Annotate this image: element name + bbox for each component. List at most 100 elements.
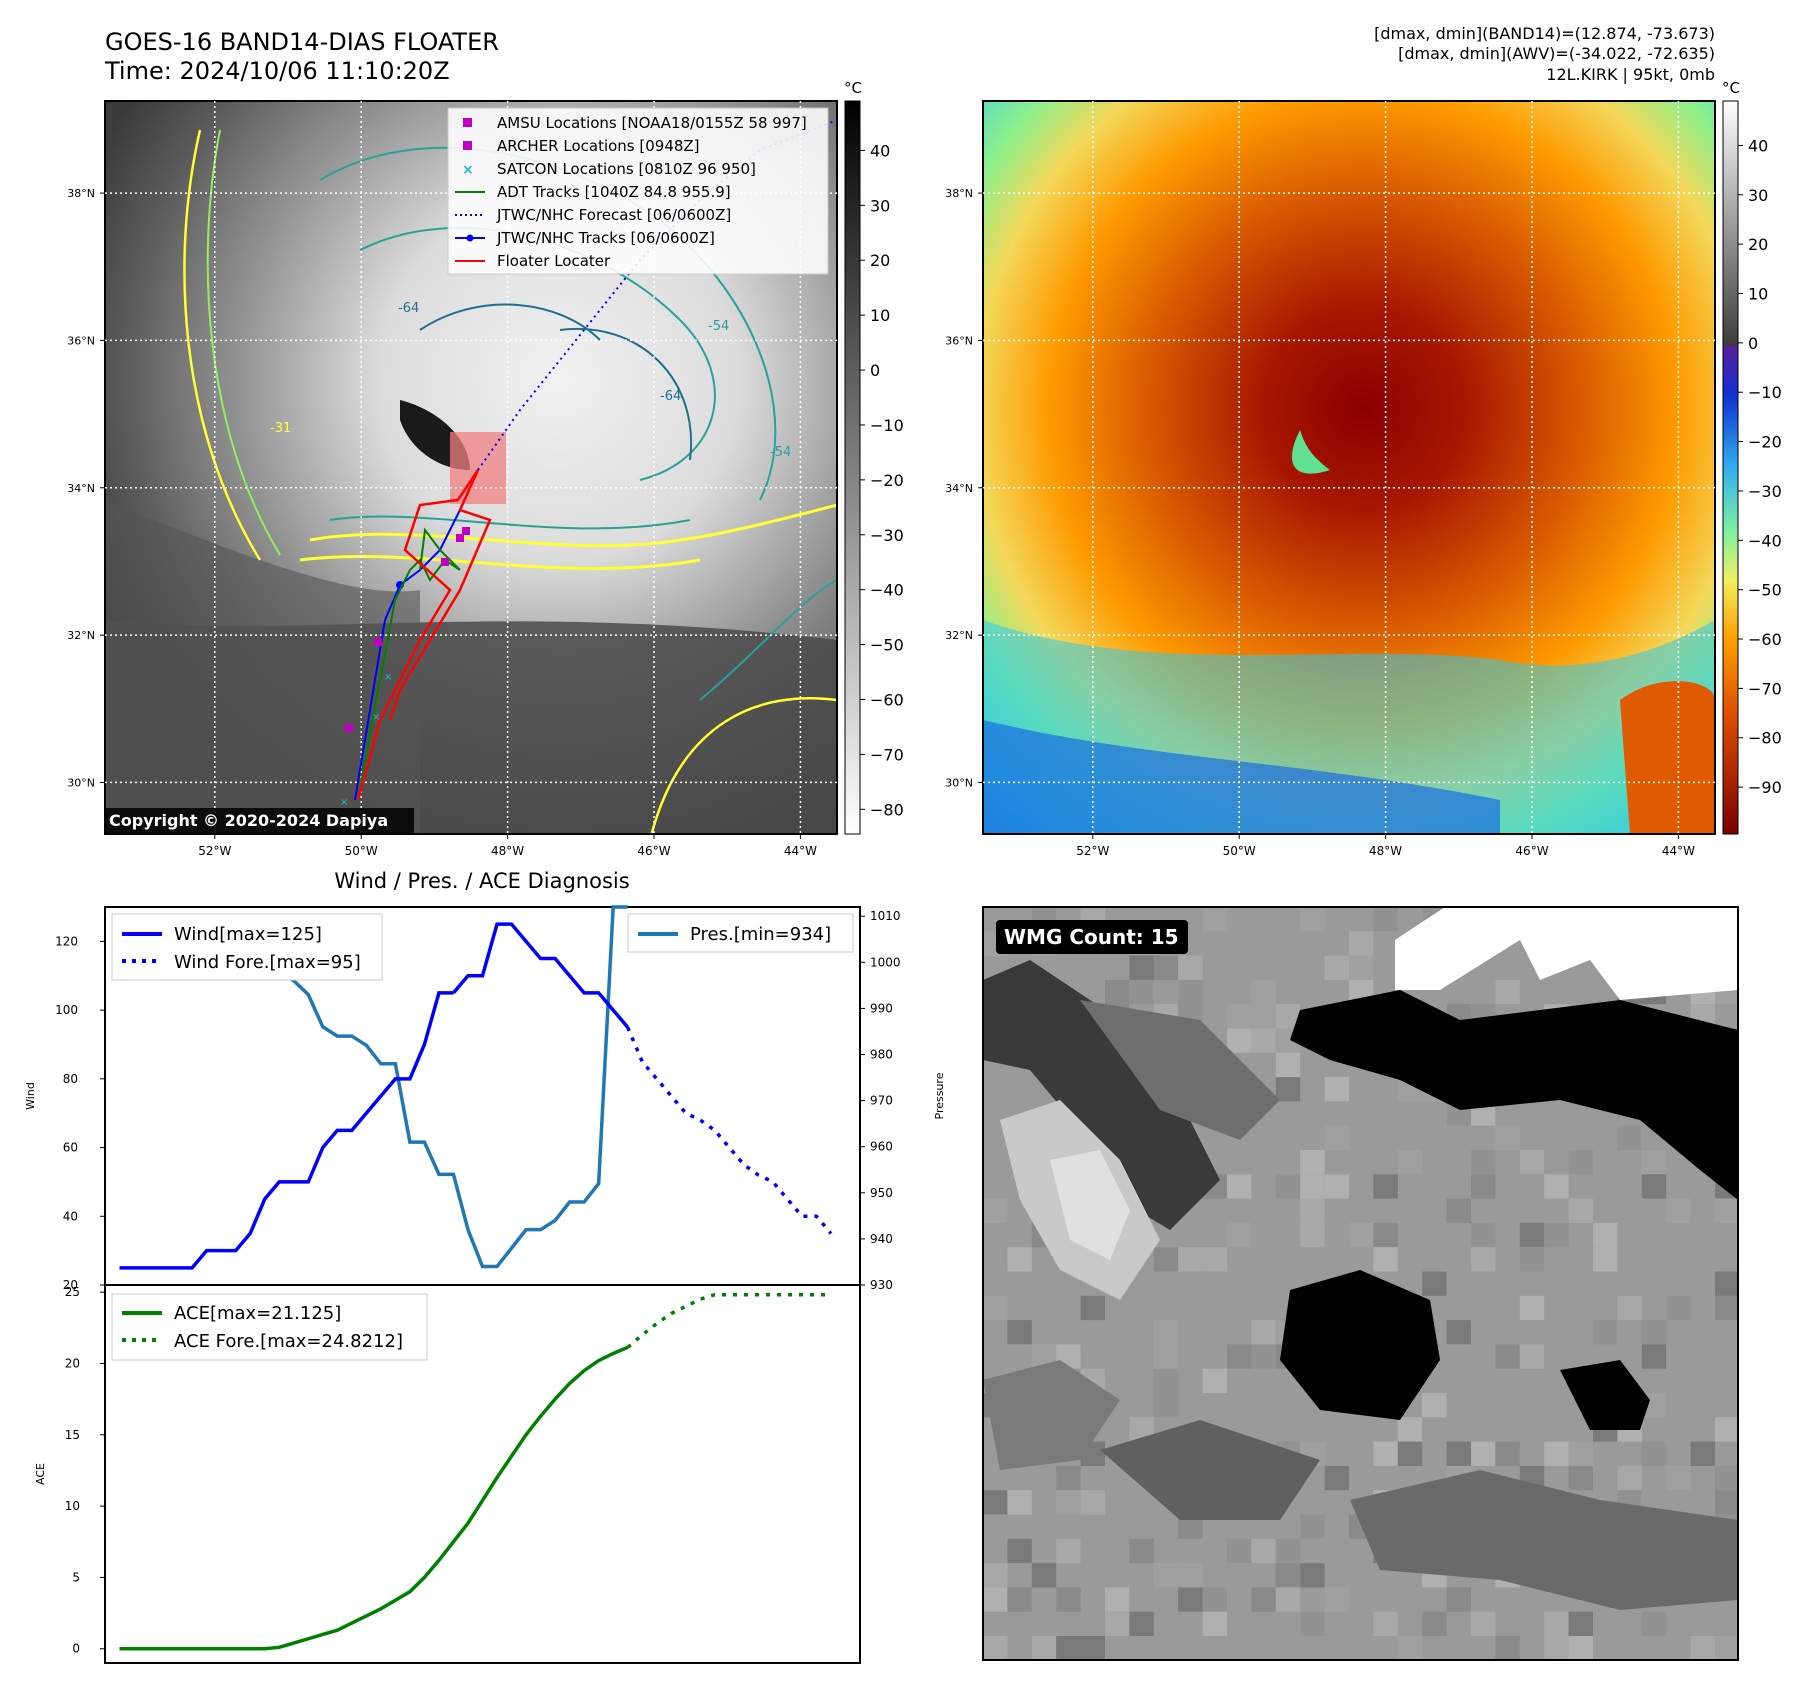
wmg-cell (1568, 1611, 1593, 1636)
wind-pressure-series (119, 905, 833, 1270)
wmg-cell (1153, 1247, 1179, 1272)
wmg-cell (1275, 1174, 1301, 1199)
wmg-cell (1153, 1563, 1179, 1588)
wmg-cell (1056, 1465, 1081, 1491)
amsu-location-marker (462, 527, 470, 535)
wmg-cell (1275, 1538, 1301, 1564)
wmg-cell (1251, 1538, 1276, 1564)
wind-legend-label: Wind[max=125] (174, 924, 322, 945)
wmg-cell (1568, 1441, 1593, 1466)
wmg-cell (1446, 1198, 1471, 1223)
wmg-cell (1568, 1150, 1593, 1175)
colorbar-tick-label: −90 (1748, 778, 1782, 797)
ir-colorbar-unit: °C (844, 79, 862, 97)
colorbar-tick-label: −60 (870, 690, 904, 709)
info-band14: [dmax, dmin](BAND14)=(12.874, -73.673) (1374, 24, 1715, 43)
wmg-cell (1519, 1295, 1545, 1321)
wmg-cell (1251, 979, 1276, 1005)
lon-tick-label: 48°W (491, 844, 524, 858)
legend-marker-square (463, 141, 472, 150)
pressure-tick-label: 1010 (870, 909, 901, 923)
awv-panel-frame (982, 100, 1716, 835)
ace-legend-box (111, 1293, 428, 1361)
legend-label: JTWC/NHC Tracks [06/0600Z] (496, 229, 715, 247)
wmg-cell (1641, 1344, 1667, 1369)
lat-tick-label: 36°N (945, 334, 973, 347)
lat-tick-label: 34°N (67, 482, 95, 495)
awv-image-panel (983, 101, 1715, 834)
wmg-cell (1715, 1271, 1738, 1296)
wmg-cell (1715, 1465, 1738, 1491)
pressure-tick-label: 960 (870, 1140, 893, 1154)
wmg-cell (1031, 1563, 1057, 1588)
lon-tick-label: 52°W (198, 844, 231, 858)
wmg-cell (1153, 1393, 1179, 1418)
lon-tick-label: 50°W (1223, 844, 1256, 858)
wmg-cell (1715, 1490, 1738, 1515)
wmg-cell (1129, 1611, 1154, 1636)
wmg-cell (1544, 1611, 1569, 1636)
lat-tick-label: 32°N (945, 629, 973, 642)
wmg-cell (1568, 1636, 1593, 1660)
wmg-cell (1593, 1320, 1618, 1345)
wmg-cell (1422, 1611, 1447, 1636)
wmg-cell (1202, 1368, 1227, 1393)
awv-colorbar-ticks: 40 30 20 10 0 −10 −20 −30 −40 −50 −60 −70 −80 −90 (1738, 136, 1782, 797)
wmg-cell (1275, 1563, 1301, 1588)
wmg-cell (1153, 1368, 1179, 1393)
ir-colorbar-ticks: 40 30 20 10 0 −10 −20 −30 −40 −50 −60 −70 −80 (860, 141, 904, 819)
legend-label: ARCHER Locations [0948Z] (497, 137, 700, 155)
wind-tick-label: 60 (63, 1141, 78, 1155)
adt-track (357, 527, 461, 801)
wmg-cell (1178, 955, 1203, 980)
wmg-cell (1007, 1490, 1032, 1515)
wmg-cell (1373, 1222, 1398, 1248)
lat-tick-label: 36°N (67, 334, 95, 347)
wmg-cell (1031, 1636, 1057, 1660)
wmg-cell (1178, 1587, 1203, 1612)
pressure-legend-label: Pres.[min=934] (690, 924, 831, 945)
colorbar-tick-label: 40 (1748, 136, 1768, 155)
wmg-cell (1568, 1465, 1593, 1491)
colorbar-tick-label: 30 (870, 196, 890, 215)
wmg-cell (1202, 1611, 1227, 1636)
wmg-cell (1544, 1441, 1569, 1466)
wmg-cell (1178, 1247, 1203, 1272)
wmg-cell (1129, 979, 1154, 1005)
colorbar-tick-label: −80 (1748, 729, 1782, 748)
colorbar-tick-label: −60 (1748, 630, 1782, 649)
pressure-axis-label: Pressure (933, 1072, 946, 1119)
wind-axis-label: Wind (24, 1082, 37, 1110)
wmg-cell (1251, 1028, 1276, 1053)
wmg-cell (1300, 1563, 1325, 1588)
lat-tick-label: 34°N (945, 482, 973, 495)
lon-tick-label: 46°W (637, 844, 670, 858)
legend-rows: AMSU Locations [NOAA18/0155Z 58 997] ARCH… (455, 114, 807, 270)
wmg-cell (1007, 1587, 1032, 1612)
floater-highlight-box (450, 432, 506, 504)
wmg-cell (1422, 1271, 1447, 1296)
contour-label: -64 (660, 389, 681, 404)
wmg-cell (1227, 1174, 1252, 1199)
wmg-cell (1373, 1441, 1398, 1466)
ace-legend: ACE[max=21.125] ACE Fore.[max=24.8212] (111, 1293, 428, 1361)
wind-tick-label: 120 (55, 934, 78, 948)
wind-line (119, 991, 454, 1270)
ir-panel-frame (104, 100, 838, 835)
lat-tick-label: 38°N (945, 187, 973, 200)
lon-tick-label: 46°W (1515, 844, 1548, 858)
colorbar-tick-label: −70 (1748, 679, 1782, 698)
awv-colorbar-warm (1723, 101, 1738, 346)
satcon-location-marker: × (384, 672, 392, 683)
colorbar-tick-label: −50 (870, 636, 904, 655)
wind-tick-label: 20 (63, 1278, 78, 1292)
wmg-cell (1007, 1538, 1032, 1564)
wmg-cell (1324, 1077, 1349, 1102)
wind-tick-label: 40 (63, 1209, 78, 1223)
wmg-cell (1007, 1247, 1032, 1272)
ace-tick-label: 15 (65, 1428, 80, 1442)
wind-tick-label: 80 (63, 1072, 78, 1086)
wmg-cell (1397, 1636, 1423, 1660)
wmg-cell (1227, 1344, 1252, 1369)
